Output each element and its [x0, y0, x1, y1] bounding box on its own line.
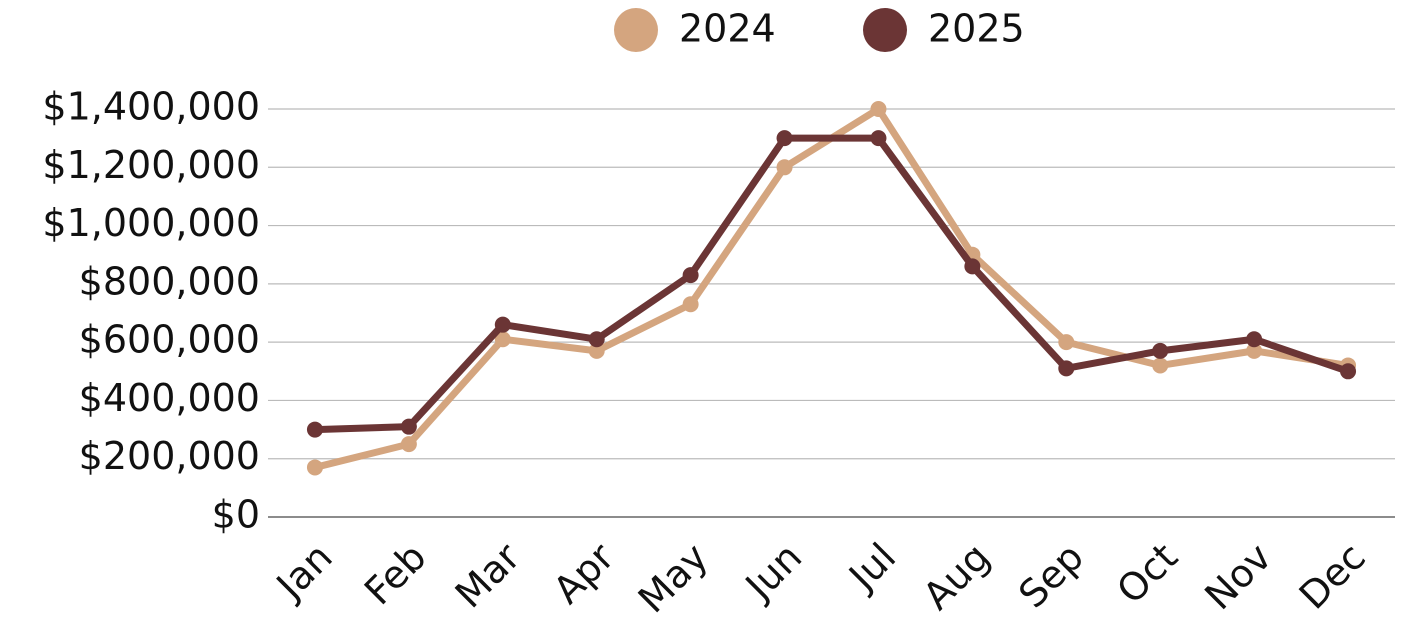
point [870, 130, 887, 147]
point [1246, 342, 1263, 359]
point [1058, 334, 1075, 351]
y-tick-label: $600,000 [79, 318, 260, 362]
point [400, 436, 417, 453]
point [1340, 363, 1357, 380]
point [964, 258, 981, 275]
x-tick-label: Jan [267, 535, 341, 609]
point [776, 159, 793, 176]
point [400, 418, 417, 435]
y-tick-label: $400,000 [79, 376, 260, 420]
point [776, 130, 793, 147]
point [870, 101, 887, 117]
point [682, 267, 699, 284]
series-line [314, 105, 1349, 471]
x-tick-label: Jun [736, 535, 811, 610]
x-tick-label: Mar [447, 534, 529, 616]
x-tick-label: Apr [545, 534, 623, 612]
x-tick-label: Aug [915, 535, 999, 619]
y-tick-label: $0 [212, 493, 260, 537]
point [1058, 360, 1075, 377]
legend-marker [863, 8, 907, 52]
y-tick-label: $1,200,000 [42, 143, 260, 187]
point [1152, 342, 1169, 359]
point [1246, 331, 1263, 348]
series-line [314, 134, 1350, 434]
point [494, 331, 511, 348]
x-tick-label: Oct [1108, 535, 1186, 613]
y-tick-label: $800,000 [79, 259, 260, 303]
point [494, 316, 511, 333]
point [588, 342, 605, 359]
x-tick-label: May [630, 535, 717, 622]
y-tick-label: $1,000,000 [42, 201, 260, 245]
point [306, 459, 323, 476]
legend-label: 2025 [928, 7, 1025, 51]
point [306, 421, 323, 438]
x-tick-label: Sep [1010, 535, 1092, 617]
point [682, 296, 699, 313]
y-tick-label: $1,400,000 [42, 85, 260, 129]
y-tick-label: $200,000 [79, 434, 260, 478]
x-tick-label: Feb [356, 535, 435, 614]
x-tick-label: Jul [839, 535, 904, 600]
x-tick-label: Dec [1291, 535, 1374, 618]
point [1152, 357, 1169, 374]
legend-marker [614, 8, 658, 52]
point [588, 331, 605, 348]
x-tick-label: Nov [1196, 535, 1280, 619]
legend-label: 2024 [679, 7, 776, 51]
